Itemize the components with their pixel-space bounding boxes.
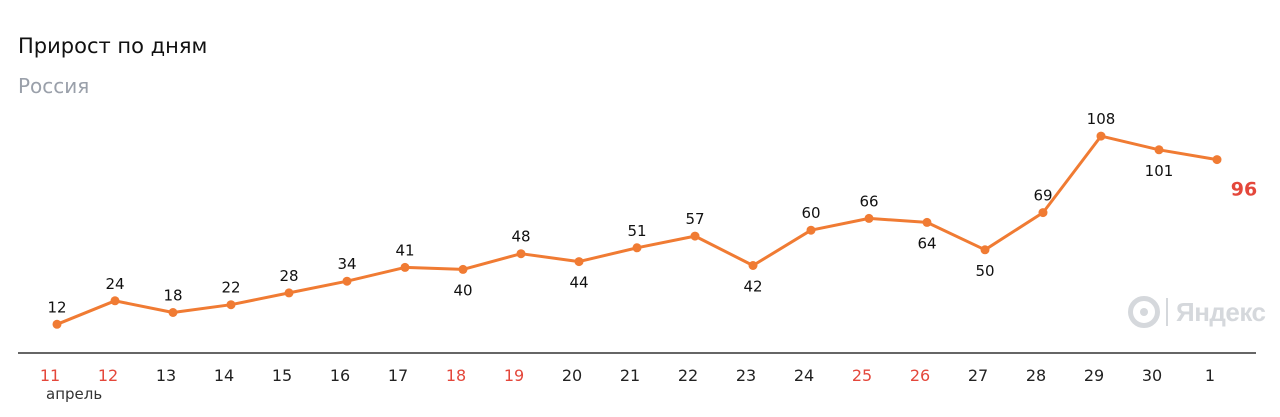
x-tick-label: 15 xyxy=(272,366,292,385)
x-tick-label: 19 xyxy=(504,366,524,385)
data-points-layer xyxy=(52,131,1222,329)
data-point[interactable] xyxy=(52,319,62,329)
x-tick-label: 30 xyxy=(1142,366,1162,385)
x-tick-label: 22 xyxy=(678,366,698,385)
x-tick-label: 18 xyxy=(446,366,466,385)
data-point[interactable] xyxy=(342,276,352,286)
x-tick-label: 13 xyxy=(156,366,176,385)
x-tick-labels-layer: 11 12 13 14 15 16 17 18 19 20 21 22 23 24 25 26 27 28 29 30… xyxy=(40,366,1215,385)
x-tick-label: 14 xyxy=(214,366,234,385)
x-tick-label: 28 xyxy=(1026,366,1046,385)
x-tick-label: 26 xyxy=(910,366,930,385)
data-point[interactable] xyxy=(168,308,178,317)
data-point[interactable] xyxy=(516,249,526,259)
data-point[interactable] xyxy=(574,257,584,267)
data-labels-layer: 12 24 18 22 28 34 41 40 48 44 51 57 42 60 66 64 50 69 108 1… xyxy=(47,110,1257,316)
data-label: 96 xyxy=(1231,179,1257,201)
x-tick-label: 11 xyxy=(40,366,60,385)
data-point[interactable] xyxy=(110,296,120,306)
data-label: 51 xyxy=(627,222,646,240)
x-tick-label: 29 xyxy=(1084,366,1104,385)
x-tick-label: 21 xyxy=(620,366,640,385)
month-label: апрель xyxy=(46,385,102,403)
data-label: 34 xyxy=(337,255,356,273)
data-point[interactable] xyxy=(284,288,294,298)
chart-subtitle: Россия xyxy=(18,74,90,98)
logo-text: Яндекс xyxy=(1176,296,1266,327)
data-label: 24 xyxy=(105,275,124,293)
data-point[interactable] xyxy=(980,245,990,255)
logo-separator xyxy=(1166,298,1168,326)
data-point[interactable] xyxy=(1038,208,1048,218)
data-point[interactable] xyxy=(1212,155,1222,165)
data-point[interactable] xyxy=(748,261,758,270)
data-label: 40 xyxy=(453,281,472,299)
x-tick-label: 24 xyxy=(794,366,814,385)
yandex-circle-icon xyxy=(1128,296,1160,328)
data-label: 28 xyxy=(279,267,298,285)
data-point[interactable] xyxy=(690,231,700,241)
data-point[interactable] xyxy=(922,217,932,227)
x-tick-label: 16 xyxy=(330,366,350,385)
data-label: 48 xyxy=(511,228,530,246)
data-point[interactable] xyxy=(400,262,410,272)
data-point[interactable] xyxy=(806,225,816,235)
data-label: 101 xyxy=(1145,162,1174,180)
data-label: 69 xyxy=(1033,187,1052,205)
data-label: 66 xyxy=(859,192,878,210)
data-label: 60 xyxy=(801,204,820,222)
data-label: 108 xyxy=(1087,110,1116,128)
data-point[interactable] xyxy=(864,213,874,223)
x-tick-label: 27 xyxy=(968,366,988,385)
data-label: 44 xyxy=(569,274,588,292)
data-label: 18 xyxy=(163,287,182,305)
data-point[interactable] xyxy=(458,264,468,274)
data-label: 64 xyxy=(917,234,936,252)
data-label: 22 xyxy=(221,279,240,297)
x-tick-label: 17 xyxy=(388,366,408,385)
data-point[interactable] xyxy=(1096,131,1106,141)
data-label: 41 xyxy=(395,241,414,259)
x-tick-label: 20 xyxy=(562,366,582,385)
x-tick-label: 23 xyxy=(736,366,756,385)
data-label: 57 xyxy=(685,210,704,228)
x-tick-label: 25 xyxy=(852,366,872,385)
x-tick-label: 12 xyxy=(98,366,118,385)
data-label: 42 xyxy=(743,278,762,296)
chart-title: Прирост по дням xyxy=(18,34,208,58)
data-label: 50 xyxy=(975,262,994,280)
data-point[interactable] xyxy=(632,243,642,253)
data-point[interactable] xyxy=(1154,145,1164,155)
x-tick-label: 1 xyxy=(1205,366,1215,385)
data-point[interactable] xyxy=(226,300,236,310)
yandex-logo[interactable]: Яндекс xyxy=(1128,292,1266,332)
data-label: 12 xyxy=(47,298,66,316)
